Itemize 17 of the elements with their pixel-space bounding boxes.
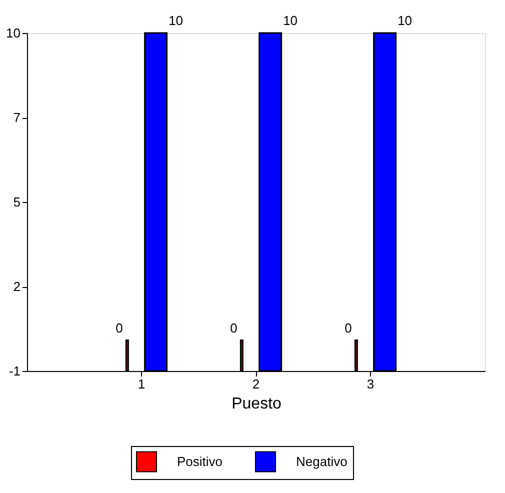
y-tick-label: 7 — [13, 110, 20, 125]
y-tick-label: 2 — [13, 279, 20, 294]
y-tick-label: -1 — [8, 364, 20, 378]
x-tick-label: 1 — [138, 376, 146, 392]
data-label: 10 — [398, 13, 412, 28]
legend-label: Negativo — [296, 454, 348, 469]
x-axis-title: Puesto — [232, 396, 282, 412]
data-label: 10 — [283, 13, 298, 28]
data-label: 0 — [344, 320, 352, 336]
y-tick-label: 10 — [6, 26, 20, 40]
y-tick-label: 5 — [13, 194, 20, 210]
data-label: 0 — [230, 320, 238, 336]
legend-label: Positivo — [177, 454, 223, 469]
data-label: 0 — [116, 320, 123, 336]
x-tick-label: 2 — [252, 376, 260, 392]
x-tick-label: 3 — [366, 376, 374, 392]
data-label: 10 — [168, 13, 184, 28]
